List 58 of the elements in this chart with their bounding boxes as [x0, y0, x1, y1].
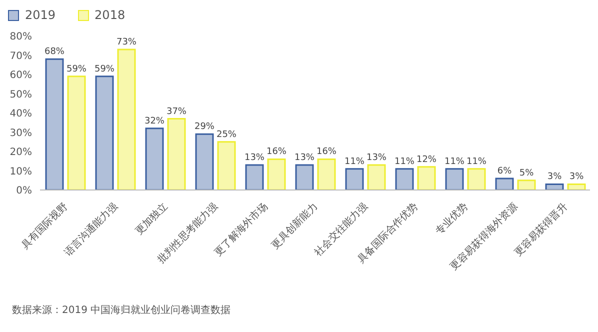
data-label: 59%: [66, 64, 87, 74]
data-label: 32%: [144, 116, 165, 126]
y-tick-label: 20%: [10, 147, 32, 158]
bar: [567, 183, 586, 190]
data-label: 11%: [394, 156, 415, 167]
bar: [395, 168, 414, 190]
data-label: 29%: [194, 122, 215, 132]
y-tick-label: 10%: [10, 166, 32, 178]
bar: [417, 166, 436, 190]
y-tick-label: 40%: [10, 108, 32, 120]
data-label: 16%: [316, 147, 337, 158]
y-tick-label: 80%: [10, 32, 32, 43]
bar: [217, 141, 236, 190]
data-label: 6%: [497, 166, 512, 176]
data-label: 11%: [444, 156, 465, 167]
y-tick-label: 0%: [16, 186, 32, 197]
data-label: 5%: [519, 168, 534, 178]
legend-label: 2019: [24, 8, 56, 22]
bar: [467, 168, 486, 190]
data-label: 13%: [244, 152, 265, 163]
y-tick-label: 30%: [10, 128, 32, 139]
bar: [445, 168, 464, 190]
y-tick-label: 70%: [10, 50, 32, 62]
data-label: 16%: [266, 147, 287, 158]
bar: [195, 133, 214, 190]
data-label: 59%: [94, 64, 115, 74]
bar: [345, 168, 364, 190]
data-label: 11%: [344, 156, 365, 167]
data-label: 68%: [44, 47, 65, 58]
data-label: 13%: [366, 152, 387, 163]
y-tick-label: 60%: [10, 70, 32, 82]
data-label: 73%: [116, 37, 137, 48]
bar: [67, 76, 86, 190]
bar: [95, 76, 114, 190]
bar: [517, 180, 536, 190]
data-label: 37%: [166, 106, 187, 117]
data-label: 25%: [216, 130, 237, 140]
bar: [145, 128, 164, 190]
bar: [45, 58, 64, 190]
legend-label: 2018: [94, 8, 126, 22]
bar: [317, 158, 336, 190]
bar: [495, 178, 514, 190]
data-label: 13%: [294, 152, 315, 163]
bar: [295, 164, 314, 190]
bar: [117, 48, 136, 190]
x-tick-label: 更加独立: [133, 200, 170, 238]
bar: [545, 183, 564, 190]
bar: [245, 164, 264, 190]
bar: [367, 164, 386, 190]
data-label: 3%: [547, 172, 562, 182]
x-tick-label: 专业优势: [433, 200, 470, 238]
y-tick-label: 50%: [10, 89, 32, 100]
bar: [267, 158, 286, 190]
data-label: 3%: [569, 172, 584, 182]
bar: [167, 118, 186, 190]
data-label: 12%: [416, 154, 437, 165]
source-note: 数据来源：2019 中国海归就业创业问卷调查数据: [12, 304, 231, 317]
data-label: 11%: [466, 156, 487, 167]
